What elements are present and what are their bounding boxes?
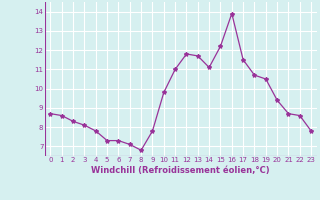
X-axis label: Windchill (Refroidissement éolien,°C): Windchill (Refroidissement éolien,°C) [92,166,270,175]
